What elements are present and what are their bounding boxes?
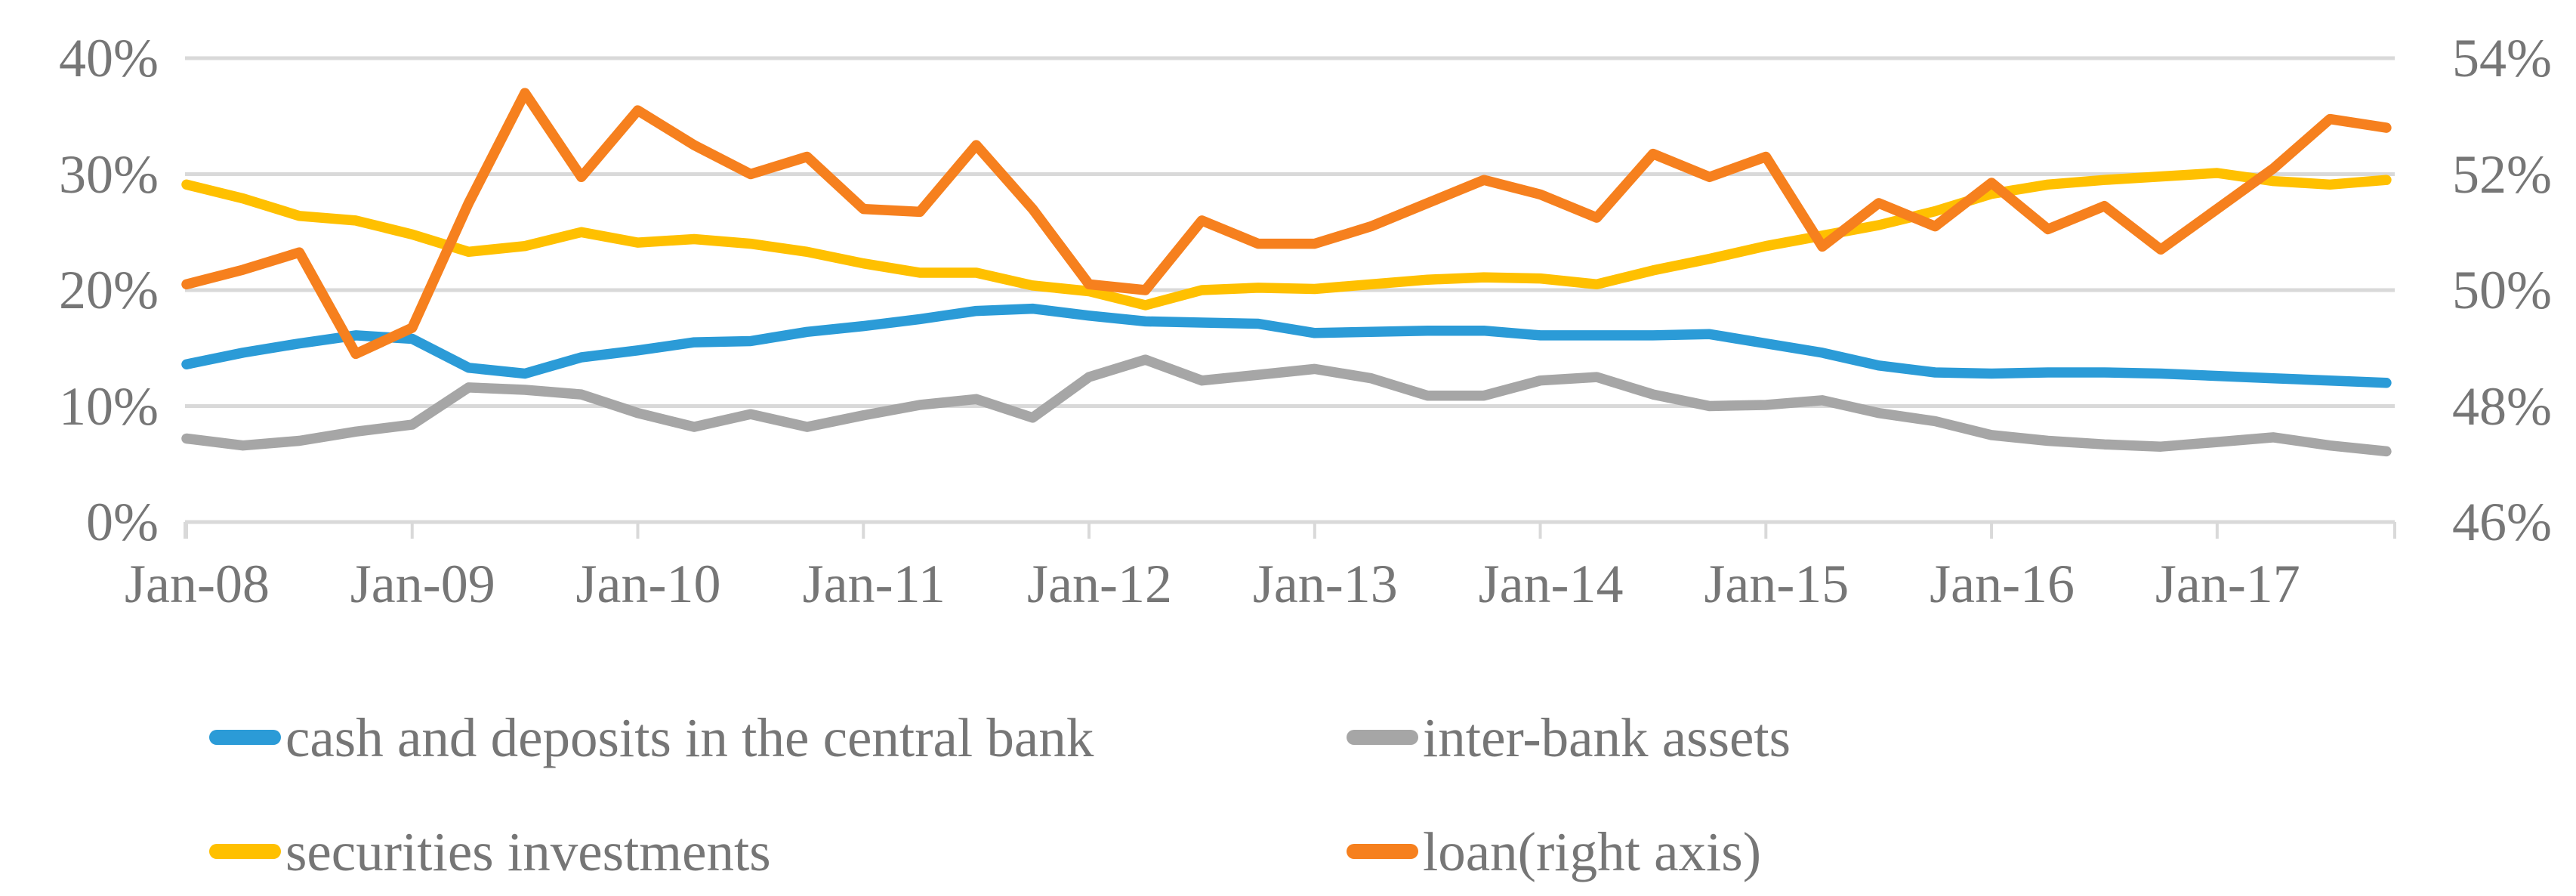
x-axis-tick-label-Jan-12: Jan-12: [1027, 554, 1173, 614]
x-axis-tick-label-Jan-15: Jan-15: [1704, 554, 1849, 614]
right-axis-tick-label-50%: 50%: [2452, 260, 2552, 320]
x-axis-tick-label-Jan-17: Jan-17: [2155, 554, 2300, 614]
left-axis-tick-label-40%: 40%: [59, 28, 159, 88]
x-axis-tick-label-Jan-10: Jan-10: [575, 554, 721, 614]
series-line-1: [181, 354, 2392, 457]
x-axis-tick-label-Jan-08: Jan-08: [125, 554, 270, 614]
left-axis-tick-label-0%: 0%: [86, 492, 159, 552]
series-line-2: [181, 168, 2392, 311]
legend-item-cash-deposits: cash and deposits in the central bank: [209, 707, 1094, 768]
legend-swatch-securities-investments: [209, 844, 281, 859]
legend-label-securities-investments: securities investments: [285, 820, 771, 882]
series-line-3: [181, 88, 2392, 360]
left-axis-tick-label-10%: 10%: [59, 375, 159, 437]
legend-swatch-inter-bank-assets: [1347, 730, 1418, 745]
legend-item-inter-bank-assets: inter-bank assets: [1347, 707, 1791, 768]
right-axis-tick-label-48%: 48%: [2452, 375, 2552, 437]
left-axis-tick-label-30%: 30%: [59, 144, 159, 205]
legend-swatch-cash-deposits: [209, 730, 281, 745]
legend-item-loan: loan(right axis): [1347, 821, 1761, 882]
x-axis-tick-label-Jan-11: Jan-11: [802, 554, 946, 614]
legend-label-loan: loan(right axis): [1423, 820, 1762, 882]
x-axis-tick-label-Jan-13: Jan-13: [1252, 554, 1398, 614]
legend-item-securities-investments: securities investments: [209, 821, 771, 882]
legend-label-inter-bank-assets: inter-bank assets: [1423, 706, 1791, 768]
right-axis-tick-label-46%: 46%: [2452, 492, 2552, 552]
legend-label-cash-deposits: cash and deposits in the central bank: [285, 706, 1094, 768]
right-axis-tick-label-54%: 54%: [2452, 28, 2552, 88]
x-axis-tick-label-Jan-09: Jan-09: [350, 554, 495, 614]
left-axis-tick-label-20%: 20%: [59, 260, 159, 320]
x-axis-tick-label-Jan-14: Jan-14: [1478, 554, 1624, 614]
series-line-0: [181, 303, 2392, 388]
legend-swatch-loan: [1347, 844, 1418, 859]
right-axis-tick-label-52%: 52%: [2452, 144, 2552, 205]
x-axis-tick-label-Jan-16: Jan-16: [1930, 554, 2075, 614]
